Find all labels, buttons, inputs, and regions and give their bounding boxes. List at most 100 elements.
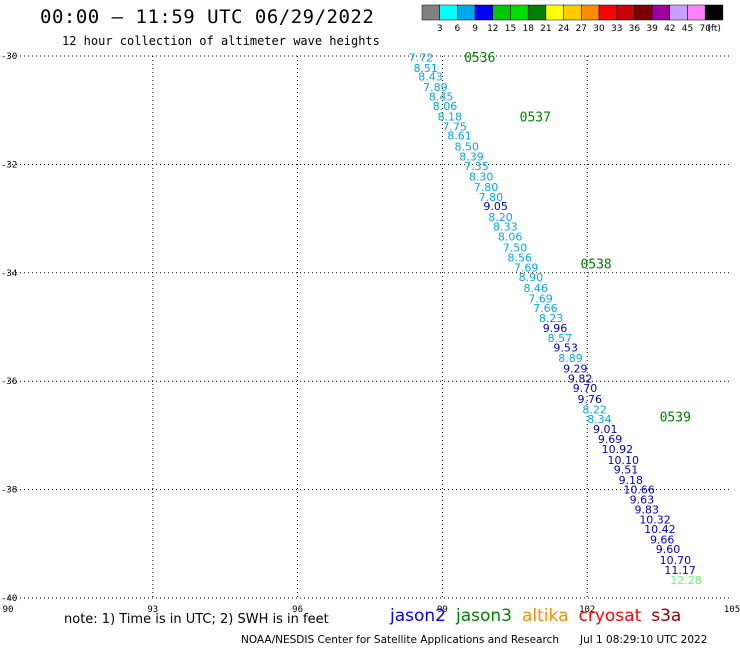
wave-height-value: 9.82 (568, 372, 593, 385)
wave-height-value: 8.33 (493, 221, 517, 234)
y-tick-label: -30 (1, 52, 17, 62)
wave-height-value: 10.70 (660, 554, 692, 567)
satellite-legend: jason2 jason3 altika cryosat s3a (390, 606, 691, 626)
wave-height-value: 12.28 (670, 574, 702, 587)
legend-label: 15 (505, 24, 516, 34)
legend-swatch (545, 4, 564, 21)
wave-height-value: 8.22 (582, 403, 607, 416)
wave-height-value: 8.23 (539, 312, 564, 325)
y-tick-label: -38 (1, 486, 17, 496)
wave-height-value: 9.53 (553, 342, 578, 355)
y-tick-label: -32 (1, 160, 17, 170)
x-tick-label: 105 (724, 605, 740, 615)
legend-label: 27 (576, 24, 587, 34)
legend-label: 39 (646, 24, 658, 34)
wave-height-value: 9.01 (593, 423, 618, 436)
legend-swatch (474, 4, 494, 21)
wave-height-value: 10.32 (639, 513, 671, 526)
timestamp-text: Jul 1 08:29:10 UTC 2022 (580, 634, 708, 646)
wave-height-value: 9.60 (656, 543, 681, 556)
legend-swatch (421, 4, 440, 21)
time-label: 0536 (464, 51, 495, 66)
wave-height-value: 8.89 (558, 352, 583, 365)
legend-label: 70 (699, 24, 711, 34)
time-label: 0539 (660, 410, 691, 425)
legend-label: 30 (593, 24, 605, 34)
page-subtitle: 12 hour collection of altimeter wave hei… (62, 34, 380, 48)
legend-label: 21 (540, 24, 551, 34)
legend-swatch (598, 4, 617, 21)
x-tick-label: 90 (3, 605, 14, 615)
x-tick-label: 99 (437, 605, 448, 615)
legend-label: 45 (682, 24, 693, 34)
legend-swatch (651, 4, 671, 21)
wave-height-value: 8.45 (429, 91, 454, 104)
wave-height-value: 8.57 (548, 332, 573, 345)
legend-label: 6 (455, 24, 461, 34)
wave-height-value: 10.10 (607, 454, 639, 467)
legend-swatch (510, 4, 529, 21)
wave-height-value: 7.50 (503, 241, 528, 254)
y-tick-label: -40 (1, 594, 17, 604)
wave-height-value: 8.90 (519, 271, 544, 284)
credit-text: NOAA/NESDIS Center for Satellite Applica… (241, 634, 559, 646)
satellite-jason2: jason2 (390, 606, 446, 626)
satellite-jason3: jason3 (456, 606, 512, 626)
legend-label: 9 (472, 24, 478, 34)
legend-label: 42 (664, 24, 675, 34)
wave-height-value: 8.50 (454, 141, 479, 154)
satellite-cryosat: cryosat (578, 606, 642, 626)
legend-swatch (704, 4, 724, 21)
wave-height-value: 9.18 (619, 474, 644, 487)
wave-height-value: 8.20 (488, 211, 512, 224)
wave-height-value: 9.51 (614, 464, 639, 477)
wave-height-value: 8.18 (438, 111, 463, 124)
legend-label: 3 (437, 24, 443, 34)
legend-swatch (669, 4, 688, 21)
legend-swatch (616, 4, 635, 21)
x-tick-label: 93 (147, 605, 158, 615)
wave-height-value: 9.29 (563, 363, 588, 376)
wave-height-value: 10.42 (644, 523, 676, 536)
wave-height-value: 9.83 (635, 504, 660, 517)
legend-label: 18 (522, 24, 534, 34)
y-tick-label: -34 (1, 269, 17, 279)
wave-height-value: 8.06 (498, 230, 523, 243)
wave-height-value: 7.80 (479, 191, 504, 204)
wave-height-value: 8.39 (459, 150, 484, 163)
legend-label: 33 (611, 24, 622, 34)
wave-height-value: 8.56 (508, 252, 533, 265)
time-label: 0537 (520, 111, 551, 126)
wave-height-value: 8.43 (418, 71, 443, 84)
time-label: 0538 (580, 258, 611, 273)
legend-swatch (581, 4, 600, 21)
wave-height-value: 8.61 (447, 130, 472, 143)
wave-height-value: 9.96 (543, 322, 568, 335)
wave-height-value: 7.72 (409, 52, 434, 65)
wave-height-value: 8.34 (587, 413, 612, 426)
legend-swatch (527, 4, 547, 21)
wave-height-value: 9.66 (650, 533, 675, 546)
legend-swatch (634, 4, 653, 21)
wave-height-value: 9.69 (598, 433, 623, 446)
wave-height-value: 9.76 (578, 393, 603, 406)
x-tick-label: 102 (579, 605, 595, 615)
wave-height-value: 8.51 (413, 62, 438, 75)
wave-height-value: 7.89 (423, 81, 448, 94)
wave-height-value: 10.92 (602, 443, 634, 456)
legend-swatch (687, 4, 706, 21)
wave-height-value: 9.70 (573, 382, 598, 395)
legend-label: 36 (629, 24, 641, 34)
legend-unit: (ft) (707, 24, 721, 34)
legend-label: 12 (487, 24, 498, 34)
wave-height-value: 7.66 (533, 302, 558, 315)
wave-height-value: 7.69 (514, 261, 539, 274)
wave-height-value: 7.80 (474, 181, 499, 194)
wave-height-value: 10.66 (623, 484, 655, 497)
wave-height-value: 7.69 (528, 292, 553, 305)
satellite-s3a: s3a (651, 606, 682, 626)
wave-height-value: 8.46 (523, 282, 548, 295)
legend-label: 24 (558, 24, 570, 34)
y-tick-label: -36 (1, 377, 17, 387)
